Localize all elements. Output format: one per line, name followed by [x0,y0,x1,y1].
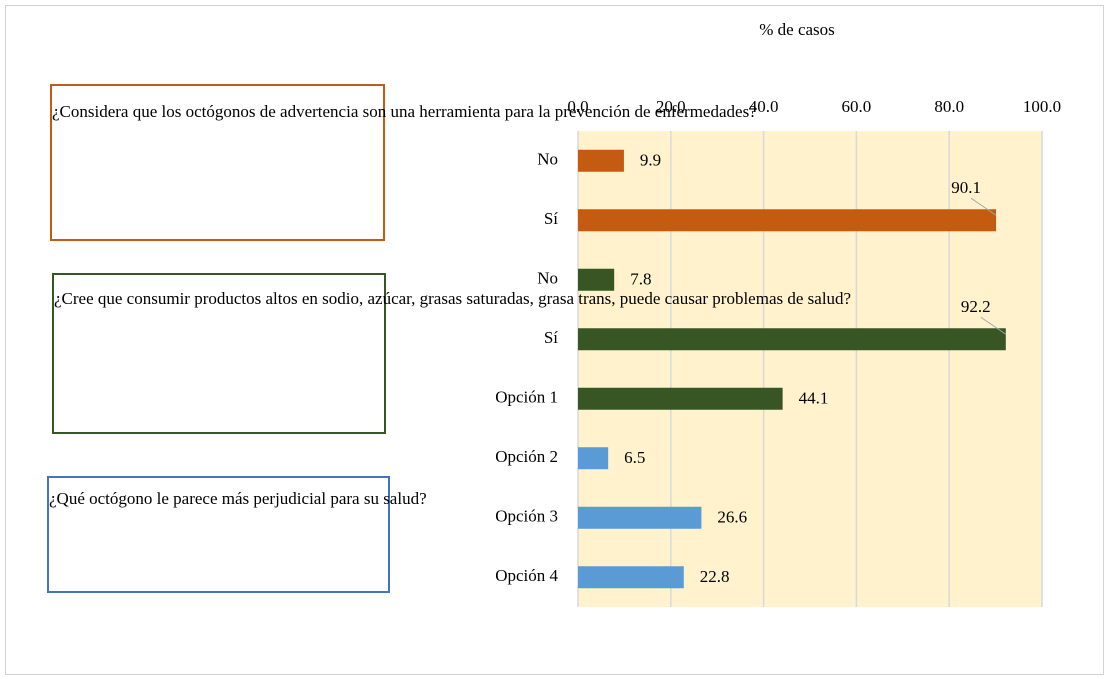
annotation-box [47,476,390,593]
plot-area [578,131,1042,607]
annotation-text: ¿Considera que los octógonos de adverten… [52,102,757,121]
bar [578,328,1006,351]
value-label: 90.1 [951,178,981,197]
y-tick-label: No [537,269,558,288]
bar [578,387,783,410]
x-tick-label: 100.0 [1023,97,1061,116]
y-tick-label: Sí [544,209,558,228]
bar [578,149,624,172]
y-tick-label: Opción 3 [495,507,558,526]
axis-label: % de casos [759,20,835,39]
bar [578,447,609,470]
bar [578,268,615,291]
annotation-box [52,273,386,434]
x-tick-label: 60.0 [842,97,872,116]
value-label: 22.8 [700,567,730,586]
x-tick-label: 20.0 [656,97,686,116]
value-label: 9.9 [640,151,661,170]
x-tick-label: 80.0 [934,97,964,116]
value-label: 7.8 [630,270,651,289]
annotation-box [50,84,385,241]
label-leader [980,316,1007,335]
annotation-text: ¿Cree que consumir productos altos en so… [54,289,851,308]
value-label: 44.1 [799,389,829,408]
bar [578,566,684,589]
y-tick-label: Sí [544,328,558,347]
annotation-text: ¿Qué octógono le parece más perjudicial … [49,489,427,508]
y-tick-label: Opción 1 [495,388,558,407]
y-tick-label: No [537,150,558,169]
x-tick-label: 40.0 [749,97,779,116]
y-tick-label: Opción 4 [495,566,558,585]
value-label: 6.5 [624,448,645,467]
x-tick-label: 0.0 [567,97,588,116]
bar [578,506,702,529]
value-label: 26.6 [717,508,747,527]
value-label: 92.2 [961,297,991,316]
label-leader [970,197,997,216]
y-tick-label: Opción 2 [495,447,558,466]
bar [578,209,997,232]
